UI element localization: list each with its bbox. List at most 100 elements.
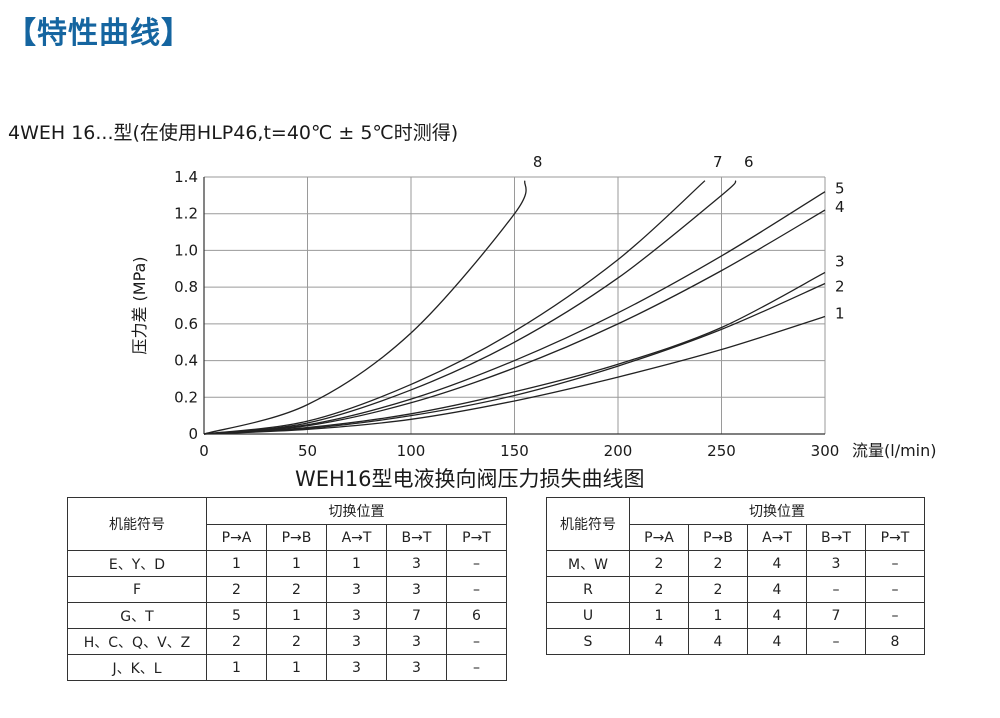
table-cell: 5: [206, 602, 267, 629]
table-row: G、T 5 1 3 7 6: [67, 602, 507, 629]
table-cell: 3: [386, 628, 447, 655]
y-tick-label: 0.4: [174, 352, 198, 370]
row-label: G、T: [67, 602, 207, 629]
curve-8: [203, 180, 527, 435]
table-row: R 2 2 4 – –: [546, 576, 925, 603]
row-label: R: [546, 576, 630, 603]
x-tick-label: 250: [707, 442, 736, 460]
table-cell: 7: [806, 602, 866, 629]
row-label: H、C、Q、V、Z: [67, 628, 207, 655]
curve-label-1: 1: [835, 305, 845, 323]
col-header: P→T: [865, 524, 925, 551]
table-cell: 3: [806, 550, 866, 577]
y-tick-label: 0: [188, 425, 198, 443]
y-axis-label: 压力差 (MPa): [130, 256, 149, 354]
row-label: E、Y、D: [67, 550, 207, 577]
curve-label-6: 6: [744, 153, 754, 171]
col-header: P→B: [266, 524, 327, 551]
x-tick-label: 300: [811, 442, 840, 460]
table-cell: –: [806, 628, 866, 655]
curve-label-8: 8: [533, 153, 543, 171]
table-cell: 3: [326, 628, 387, 655]
table-cell: 1: [326, 550, 387, 577]
table-cell: 7: [386, 602, 447, 629]
table-cell: 2: [688, 576, 748, 603]
row-label: J、K、L: [67, 654, 207, 681]
table-cell: 1: [266, 654, 327, 681]
x-tick-label: 200: [604, 442, 633, 460]
chart-title: WEH16型电液换向阀压力损失曲线图: [295, 467, 645, 491]
y-tick-label: 1.2: [174, 205, 198, 223]
table-cell: 6: [446, 602, 507, 629]
curve-6: [203, 180, 737, 435]
y-tick-label: 1.4: [174, 168, 198, 186]
table-cell: 1: [629, 602, 689, 629]
col-header: P→A: [629, 524, 689, 551]
row-label: M、W: [546, 550, 630, 577]
table-cell: 4: [747, 550, 807, 577]
col-header: A→T: [326, 524, 387, 551]
x-tick-label: 150: [500, 442, 529, 460]
y-tick-label: 0.2: [174, 388, 198, 406]
table-cell: 4: [629, 628, 689, 655]
table-cell: 2: [206, 628, 267, 655]
x-tick-label: 50: [298, 442, 317, 460]
x-axis-label: 流量(l/min): [852, 441, 937, 460]
row-label: F: [67, 576, 207, 603]
table-cell: –: [446, 654, 507, 681]
table-row: H、C、Q、V、Z 2 2 3 3 –: [67, 628, 507, 655]
table-cell: 4: [688, 628, 748, 655]
table-row: M、W 2 2 4 3 –: [546, 550, 925, 577]
table-cell: 2: [688, 550, 748, 577]
x-tick-label: 0: [199, 442, 209, 460]
function-table-right: 机能符号 切换位置 P→A P→B A→T B→T P→T M、W 2 2 4 …: [546, 497, 925, 655]
y-tick-label: 1.0: [174, 241, 198, 259]
fn-header: 机能符号: [67, 497, 207, 551]
table-cell: 3: [326, 602, 387, 629]
curve-5: [203, 191, 826, 435]
x-tick-label: 100: [397, 442, 426, 460]
position-header: 切换位置: [629, 497, 925, 525]
section-heading: 【特性曲线】: [6, 16, 192, 51]
curve-4: [203, 209, 826, 435]
table-cell: –: [446, 550, 507, 577]
table-cell: 1: [688, 602, 748, 629]
row-label: S: [546, 628, 630, 655]
table-cell: 1: [266, 550, 327, 577]
col-header: P→T: [446, 524, 507, 551]
table-cell: 4: [747, 602, 807, 629]
row-label: U: [546, 602, 630, 629]
table-row: J、K、L 1 1 3 3 –: [67, 654, 507, 681]
table-cell: 8: [865, 628, 925, 655]
table-cell: 2: [206, 576, 267, 603]
curve-2: [203, 282, 826, 435]
curve-label-7: 7: [713, 153, 723, 171]
function-table-left: 机能符号 切换位置 P→A P→B A→T B→T P→T E、Y、D 1 1 …: [67, 497, 507, 681]
table-cell: 3: [326, 654, 387, 681]
table-row: F 2 2 3 3 –: [67, 576, 507, 603]
y-tick-label: 0.8: [174, 278, 198, 296]
table-cell: –: [446, 576, 507, 603]
y-tick-label: 0.6: [174, 315, 198, 333]
col-header: P→B: [688, 524, 748, 551]
table-cell: –: [446, 628, 507, 655]
table-cell: –: [865, 576, 925, 603]
table-row: U 1 1 4 7 –: [546, 602, 925, 629]
chart-subtitle: 4WEH 16...型(在使用HLP46,t=40℃ ± 5℃时测得): [8, 122, 459, 144]
table-cell: 3: [326, 576, 387, 603]
curve-7: [203, 180, 706, 435]
curve-1: [203, 315, 826, 435]
curve-label-3: 3: [835, 252, 845, 270]
col-header: P→A: [206, 524, 267, 551]
table-cell: –: [865, 602, 925, 629]
col-header: A→T: [747, 524, 807, 551]
curve-label-5: 5: [835, 180, 845, 198]
col-header: B→T: [806, 524, 866, 551]
fn-header: 机能符号: [546, 497, 630, 551]
curve-label-2: 2: [835, 277, 845, 295]
table-cell: 3: [386, 550, 447, 577]
table-row: E、Y、D 1 1 1 3 –: [67, 550, 507, 577]
table-cell: 1: [206, 654, 267, 681]
pressure-loss-chart: 0 50 100 150 200 250 300 0 0.2 0.4 0.6 0.8 1.0 1.2 1.4…: [130, 153, 937, 460]
table-cell: –: [806, 576, 866, 603]
